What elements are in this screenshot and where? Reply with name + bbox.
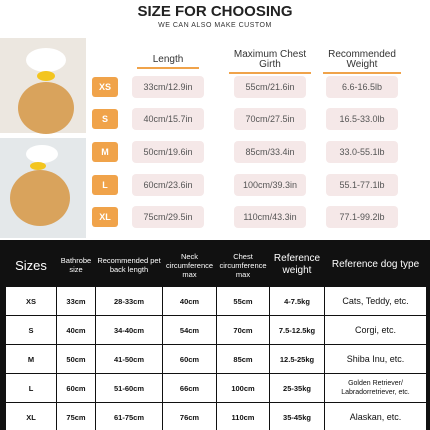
size-cell: 70cm/27.5in [234,108,306,130]
table-cell: 4-7.5kg [270,287,324,315]
table-cell: Golden Retriever/ Labradorretriever, etc… [325,374,426,402]
table-cell: Corgi, etc. [325,316,426,344]
table-cell: 40cm [57,316,95,344]
table-cell: S [6,316,56,344]
size-cell: 55.1-77.1lb [326,174,398,196]
duck [37,71,55,81]
table-cell: 12.5-25kg [270,345,324,373]
size-cell: 50cm/19.6in [132,141,204,163]
size-cell: 55cm/21.6in [234,76,306,98]
table-cell: XL [6,403,56,430]
title: SIZE FOR CHOOSING [137,3,293,20]
size-cell: 40cm/15.7in [132,108,204,130]
duck [30,162,46,170]
table-header: Sizes [6,244,56,286]
table-cell: 110cm [217,403,269,430]
table-cell: L [6,374,56,402]
size-badge: XS [92,77,118,97]
table-cell: 66cm [163,374,216,402]
size-cell: 85cm/33.4in [234,141,306,163]
table-cell: 85cm [217,345,269,373]
table-cell: M [6,345,56,373]
table-cell: 60cm [163,345,216,373]
table-cell: 51-60cm [96,374,162,402]
table-header: Recommended pet back length [96,244,162,286]
table-header: Reference dog type [325,244,426,286]
dog [18,82,74,134]
table-cell: 60cm [57,374,95,402]
table-cell: XS [6,287,56,315]
size-cell: 33.0-55.1lb [326,141,398,163]
table-header: Neck circumference max [163,244,216,286]
size-cell: 16.5-33.0lb [326,108,398,130]
table-cell: Shiba Inu, etc. [325,345,426,373]
hat [26,145,58,163]
hat [26,48,66,72]
size-cell: 60cm/23.6in [132,174,204,196]
size-badge: XL [92,207,118,227]
table-header: Bathrobe size [57,244,95,286]
size-badge: M [92,142,118,162]
table-header: Reference weight [270,244,324,286]
table-cell: 54cm [163,316,216,344]
table-cell: Cats, Teddy, etc. [325,287,426,315]
size-cell: 33cm/12.9in [132,76,204,98]
table-cell: 100cm [217,374,269,402]
column-header: Maximum Chest Girth [229,50,311,74]
table-cell: 34-40cm [96,316,162,344]
column-header: Length [137,55,199,69]
table-cell: 75cm [57,403,95,430]
table-header: Chest circumference max [217,244,269,286]
size-table: Sizes Bathrobe size Recommended pet back l… [0,240,430,430]
table-cell: 35-45kg [270,403,324,430]
size-cell: 75cm/29.5in [132,206,204,228]
table-cell: 41-50cm [96,345,162,373]
table-cell: 40cm [163,287,216,315]
table-cell: 28-33cm [96,287,162,315]
table-cell: 70cm [217,316,269,344]
dog [10,170,70,226]
table-cell: 76cm [163,403,216,430]
column-header: Recommended Weight [323,50,401,74]
dog-photos [0,38,86,238]
table-cell: Alaskan, etc. [325,403,426,430]
subtitle: WE CAN ALSO MAKE CUSTOM [158,22,272,29]
size-cell: 6.6-16.5lb [326,76,398,98]
size-badge: S [92,109,118,129]
table-cell: 61-75cm [96,403,162,430]
table-cell: 7.5-12.5kg [270,316,324,344]
table-cell: 55cm [217,287,269,315]
table-cell: 33cm [57,287,95,315]
size-cell: 77.1-99.2lb [326,206,398,228]
table-cell: 25-35kg [270,374,324,402]
table-cell: 50cm [57,345,95,373]
size-cell: 110cm/43.3in [234,206,306,228]
size-cell: 100cm/39.3in [234,174,306,196]
size-badge: L [92,175,118,195]
